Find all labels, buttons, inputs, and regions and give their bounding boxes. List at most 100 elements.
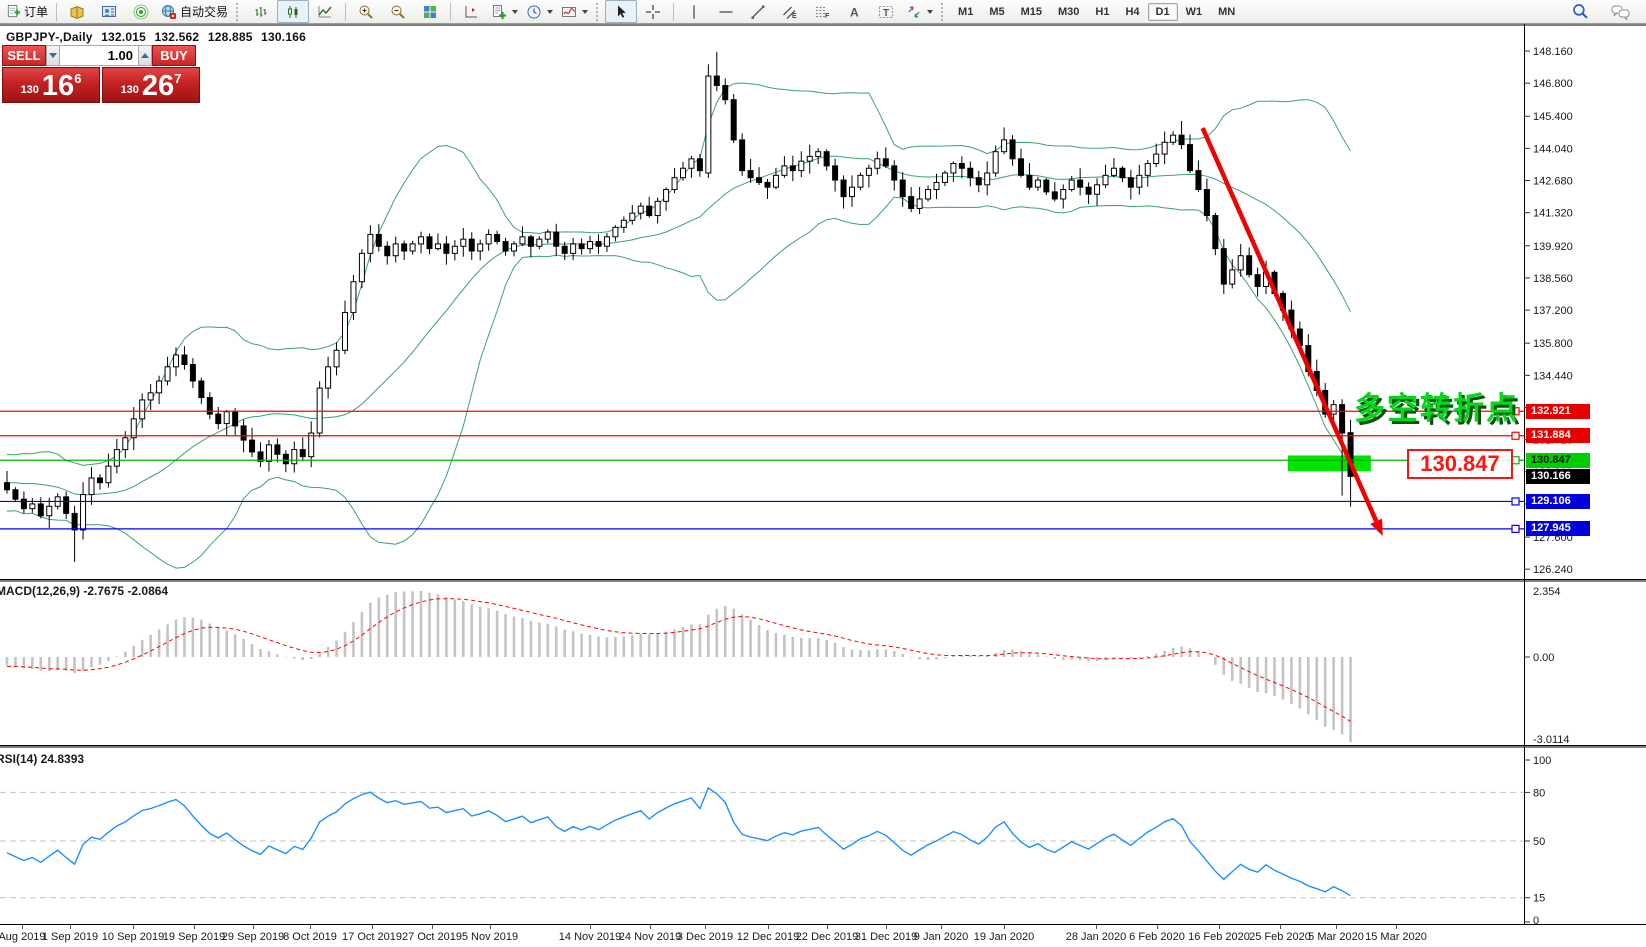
cursor-button[interactable] [605,0,638,23]
tile-windows-button[interactable] [414,0,446,23]
zoom-out-button[interactable] [382,0,414,23]
indicators-button[interactable] [557,0,592,23]
fibonacci-icon: F [814,4,830,20]
rsi-pane[interactable]: 100 80 50 15 0 [0,746,1646,926]
zoom-out-icon [390,4,406,20]
chart-shift-button[interactable] [455,0,487,23]
svg-text:-3.0114: -3.0114 [1533,734,1570,746]
timeframe-group: M1 M5 M15 M30 H1 H4 D1 W1 MN [950,2,1243,21]
macd-pane[interactable]: 2.354 0.00 -3.0114 [0,580,1646,746]
buy-price-big: 26 [141,70,175,102]
time-axis-tick [705,925,706,929]
time-axis-tick [650,925,651,929]
autotrading-button[interactable]: 自动交易 [157,0,232,23]
search-icon [1572,3,1589,20]
period-button[interactable] [522,0,557,23]
new-order-button[interactable]: 订单 [2,0,52,23]
data-window-button[interactable] [93,0,125,23]
svg-text:145.400: 145.400 [1533,111,1573,123]
arrows-button[interactable] [902,0,937,23]
signal-icon [133,4,149,20]
fibonacci-button[interactable]: F [806,0,838,23]
open-value: 132.015 [101,30,146,44]
date-label: 24 Nov 2019 [618,931,682,943]
autotrading-icon [161,4,177,20]
date-label: 27 Oct 2019 [402,931,462,943]
chart-title: GBPJPY-,Daily 132.015 132.562 128.885 13… [6,30,311,44]
timeframe-m1[interactable]: M1 [958,5,974,18]
svg-text:T: T [883,8,889,19]
date-label: 1 Sep 2019 [41,931,99,943]
toolbar-right [1564,0,1636,23]
date-label: 31 Dec 2019 [854,931,918,943]
timeframe-d1[interactable]: D1 [1147,2,1178,21]
timeframe-m15[interactable]: M15 [1020,5,1042,18]
price-label-131.884: 131.884 [1526,428,1590,444]
svg-text:100: 100 [1533,755,1551,767]
separator [673,2,675,21]
crosshair-button[interactable] [637,0,669,23]
buy-price-button[interactable]: 130 26 7 [102,67,200,103]
equidistant-channel-button[interactable]: E [774,0,806,23]
timeframe-mn[interactable]: MN [1218,5,1236,18]
volume-increase-button[interactable] [138,45,152,66]
boxed-price-value: 130.847 [1420,451,1500,476]
svg-text:0.00: 0.00 [1533,652,1554,664]
time-axis-tick [1157,925,1158,929]
svg-text:141.320: 141.320 [1533,208,1573,220]
timeframe-h1[interactable]: H1 [1095,5,1110,18]
line-chart-type-button[interactable] [309,0,341,23]
zoom-in-button[interactable] [350,0,382,23]
symbol-period-label: GBPJPY-,Daily [6,30,93,44]
sell-price-sup: 6 [74,71,82,86]
timeframe-h4[interactable]: H4 [1125,5,1140,18]
market-watch-icon [69,4,85,20]
svg-text:146.800: 146.800 [1533,78,1573,90]
candlestick-chart-type-button[interactable] [277,0,310,23]
buy-button[interactable]: BUY [152,45,196,66]
search-button[interactable] [1564,0,1596,23]
time-axis-tick [490,925,491,929]
buy-price-sup: 7 [174,71,182,86]
time-axis-tick [432,925,433,929]
sell-price-big: 16 [41,70,75,102]
close-value: 130.166 [261,30,306,44]
price-label-132.921: 132.921 [1526,403,1590,419]
macd-label: MACD(12,26,9) -2.7675 -2.0864 [0,584,169,598]
date-label: 5 Mar 2020 [1308,931,1364,943]
bar-chart-type-button[interactable] [245,0,277,23]
time-axis-tick [372,925,373,929]
svg-text:135.800: 135.800 [1533,338,1573,350]
date-label: 9 Jan 2020 [913,931,969,943]
time-axis-tick [1336,925,1337,929]
text-button[interactable]: A [838,0,870,23]
text-label-button[interactable]: T [870,0,902,23]
timeframe-m5[interactable]: M5 [989,5,1005,18]
navigator-button[interactable] [125,0,157,23]
timeframe-m30[interactable]: M30 [1058,5,1080,18]
horizontal-line-button[interactable] [710,0,742,23]
trendline-button[interactable] [742,0,774,23]
market-watch-button[interactable] [61,0,93,23]
volume-decrease-button[interactable] [46,45,60,66]
buy-price-prefix: 130 [120,84,139,96]
new-chart-button[interactable] [487,0,522,23]
date-label: 10 Sep 2019 [101,931,165,943]
separator [450,2,452,21]
separator [56,2,58,21]
cursor-icon [613,4,629,20]
one-click-trading-panel: SELL BUY 130 16 6 130 26 7 [2,45,200,103]
time-axis-tick [1096,925,1097,929]
price-chart-pane[interactable]: 148.160 146.800 145.400 144.040 142.680 141.3… [0,24,1646,580]
chat-button[interactable] [1604,0,1636,23]
timeframe-w1[interactable]: W1 [1185,5,1203,18]
sell-price-button[interactable]: 130 16 6 [2,67,100,103]
volume-input[interactable] [60,45,138,66]
time-axis-tick [1004,925,1005,929]
sell-button[interactable]: SELL [2,45,46,66]
svg-text:50: 50 [1533,836,1545,848]
vertical-line-button[interactable] [678,0,710,23]
svg-text:142.680: 142.680 [1533,176,1573,188]
indicators-icon [561,4,577,20]
new-order-label: 订单 [24,5,49,19]
